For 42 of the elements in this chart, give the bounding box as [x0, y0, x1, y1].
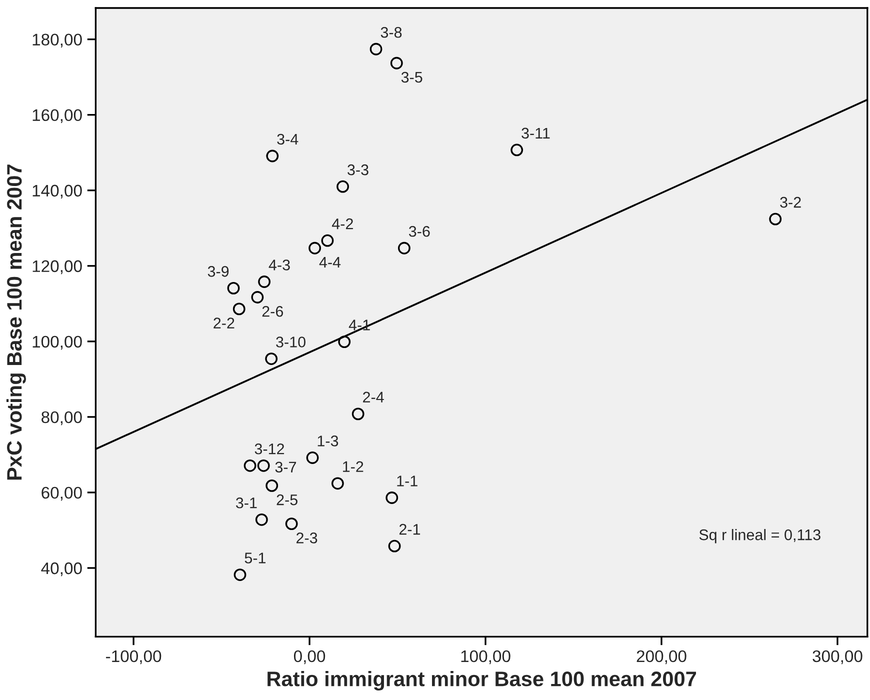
x-tick-label: 200,00: [636, 650, 686, 664]
annotation: 3-11: [522, 128, 550, 139]
annotation: 3-6: [408, 226, 430, 237]
annotation: 3-2: [780, 196, 801, 208]
x-tick-label: 100,00: [461, 650, 510, 664]
annotation: 3-8: [380, 26, 402, 38]
annotation: 3-9: [208, 266, 229, 277]
annotation: 4-3: [268, 260, 290, 270]
annotation: 3-1: [236, 497, 257, 508]
annotation: 2-6: [262, 306, 284, 317]
x-tick-label: -100,00: [106, 650, 162, 664]
y-tick-label: 60,00: [42, 486, 82, 501]
y-tick-label: 160,00: [32, 109, 82, 124]
annotation: 3-12: [254, 443, 284, 454]
y-tick-label: 180,00: [32, 34, 82, 48]
annotation: 2-2: [214, 318, 234, 328]
y-tick-label: 80,00: [42, 411, 82, 426]
y-tick-label: 140,00: [32, 184, 82, 199]
annotation: 2-1: [399, 524, 420, 535]
annotation: 3-10: [276, 336, 306, 348]
x-tick-label: 300,00: [812, 650, 862, 664]
annotation: Sq r lineal = 0,113: [699, 529, 820, 544]
annotation: 2-5: [276, 494, 298, 506]
y-tick-label: 100,00: [32, 336, 82, 350]
annotation: 4-4: [319, 257, 341, 268]
annotation: 1-3: [318, 436, 338, 446]
annotation: 1-1: [397, 476, 418, 486]
y-axis-title: PxC voting Base 100 mean 2007: [6, 164, 26, 480]
annotation: 3-3: [348, 164, 368, 176]
annotation: 5-1: [244, 552, 266, 564]
annotation: 3-5: [401, 72, 422, 83]
annotation: 2-3: [296, 532, 318, 544]
annotation: 3-4: [277, 134, 298, 145]
y-tick-label: 40,00: [41, 562, 82, 576]
annotation: 1-2: [343, 461, 364, 472]
annotation: 4-1: [348, 320, 370, 330]
y-tick-label: 120,00: [32, 260, 82, 274]
x-axis-title: Ratio immigrant minor Base 100 mean 2007: [268, 671, 696, 691]
annotation: 4-2: [332, 218, 353, 230]
x-tick-label: 0,00: [294, 650, 326, 664]
annotation: 3-7: [275, 462, 296, 473]
annotation: 2-4: [363, 392, 384, 402]
